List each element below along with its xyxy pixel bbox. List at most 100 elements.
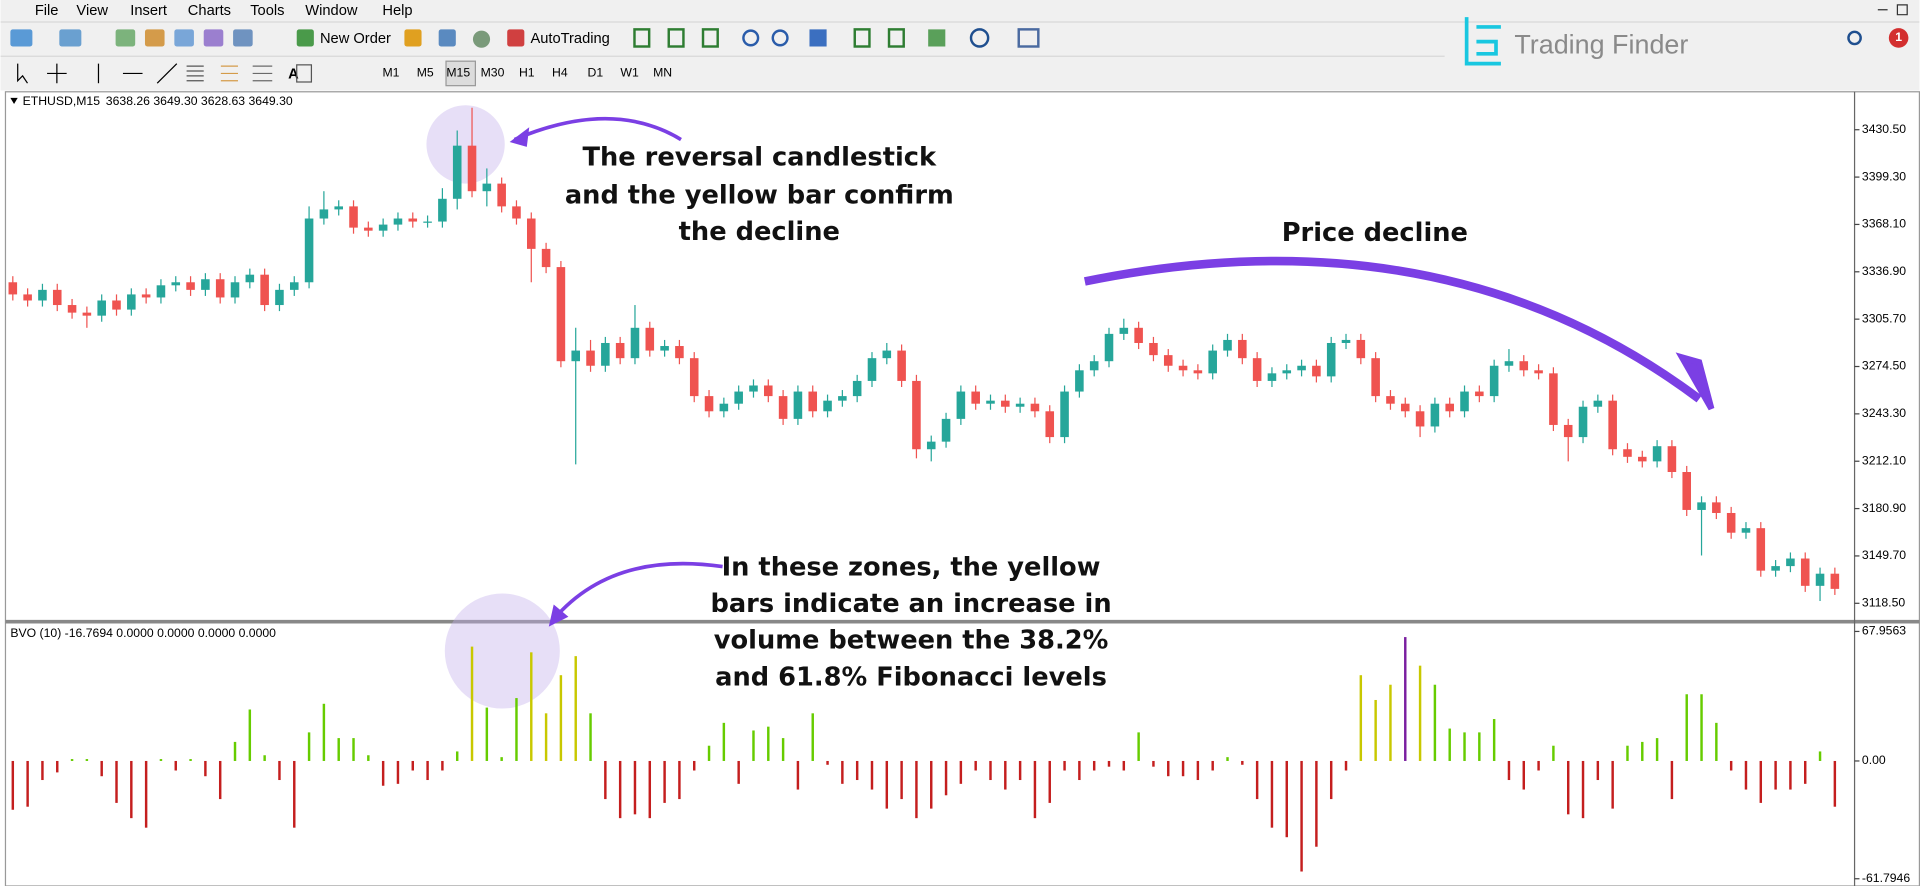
icon[interactable]	[1017, 28, 1040, 48]
menu-item[interactable]: Help	[382, 3, 412, 19]
icon[interactable]	[186, 65, 204, 82]
icon[interactable]	[10, 29, 33, 47]
candle-body	[245, 274, 255, 283]
icon[interactable]	[17, 63, 29, 84]
icon[interactable]	[156, 63, 178, 84]
volume-bar	[767, 726, 770, 761]
candle-body	[1638, 456, 1647, 462]
icon[interactable]	[203, 29, 224, 47]
chart-menu-triangle[interactable]	[10, 97, 18, 105]
volume-bar	[1804, 760, 1807, 784]
icon[interactable]	[296, 29, 314, 47]
volume-bar	[352, 738, 355, 761]
timeframe-button[interactable]: H4	[552, 66, 568, 80]
volume-bar	[826, 760, 829, 765]
timeframe-button[interactable]: H1	[519, 66, 535, 80]
volume-bar	[1404, 637, 1407, 761]
icon[interactable]	[701, 28, 719, 48]
volume-bar	[1655, 738, 1659, 761]
volume-bar	[367, 755, 370, 761]
icon[interactable]	[59, 29, 82, 47]
volume-bar	[648, 760, 652, 819]
icon[interactable]	[853, 28, 871, 48]
icon[interactable]	[928, 29, 946, 47]
volume-bar	[1507, 760, 1511, 781]
timeframe-button[interactable]: W1	[620, 66, 639, 80]
candle-body	[304, 218, 314, 283]
icon[interactable]	[742, 29, 760, 47]
timeframe-button[interactable]: M5	[417, 66, 434, 80]
new-order-button[interactable]: New Order	[320, 31, 391, 47]
icon[interactable]: A	[288, 67, 299, 83]
menu-item[interactable]: Insert	[130, 3, 167, 19]
icon[interactable]	[144, 29, 165, 47]
volume-bar	[189, 759, 192, 761]
candle-body	[586, 350, 595, 366]
icon[interactable]	[220, 65, 238, 82]
volume-bar	[1478, 732, 1481, 761]
volume-bar	[841, 760, 844, 784]
window-buttons[interactable]	[1877, 4, 1908, 16]
timeframe-button[interactable]: M30	[481, 66, 505, 80]
candle-body	[1608, 400, 1617, 450]
icon[interactable]	[296, 64, 313, 83]
candle-body	[1193, 370, 1203, 374]
icon[interactable]	[472, 30, 491, 48]
candle-body	[215, 279, 225, 298]
candle-body	[1312, 365, 1321, 377]
icon[interactable]	[887, 28, 905, 48]
candle-body	[1267, 373, 1277, 381]
menu-item[interactable]: View	[76, 3, 108, 19]
timeframe-button[interactable]: D1	[588, 66, 604, 80]
icon[interactable]	[771, 29, 789, 47]
icon[interactable]	[438, 29, 456, 47]
candle-body	[1430, 403, 1440, 427]
candle-body	[971, 391, 980, 404]
timeframe-button[interactable]: M1	[382, 66, 399, 80]
volume-bar	[1078, 760, 1081, 781]
volume-bar	[70, 759, 74, 761]
timeframe-button[interactable]: MN	[653, 66, 672, 80]
candle-body	[1563, 424, 1573, 438]
volume-bar	[293, 760, 296, 828]
icon[interactable]	[47, 63, 67, 84]
notification-badge[interactable]	[1888, 28, 1909, 48]
icon[interactable]	[507, 29, 525, 47]
annotation: volume between the 38.2%	[714, 626, 1109, 656]
icon[interactable]	[667, 28, 685, 48]
volume-bar	[248, 709, 252, 761]
volume-bar	[989, 760, 992, 781]
icon[interactable]	[174, 29, 194, 47]
menu-item[interactable]: File	[35, 3, 59, 19]
candle-body	[82, 312, 92, 316]
autotrading-button[interactable]: AutoTrading	[530, 31, 609, 47]
menu-item[interactable]: Charts	[188, 3, 231, 19]
volume-bar	[1537, 760, 1540, 771]
icon[interactable]	[115, 29, 136, 47]
icon[interactable]	[404, 29, 422, 47]
icon[interactable]	[252, 65, 273, 82]
menu-item[interactable]: Window	[305, 3, 358, 19]
candle-body	[1460, 391, 1469, 412]
icon[interactable]	[233, 29, 253, 47]
y-tick-label: 3118.50	[1862, 596, 1905, 610]
candle-body	[1741, 528, 1751, 533]
menu-item[interactable]: Tools	[250, 3, 284, 19]
candle-body	[1519, 361, 1529, 371]
volume-bar	[1048, 760, 1051, 803]
icon[interactable]	[633, 28, 651, 48]
search-icon[interactable]	[1847, 30, 1862, 46]
timeframe-button[interactable]: M15	[446, 66, 470, 80]
candle-body	[171, 282, 181, 286]
annotation: the decline	[679, 217, 840, 247]
candle-body	[1119, 327, 1129, 334]
icon[interactable]	[809, 29, 827, 47]
volume-bar	[633, 760, 637, 815]
volume-bar	[1181, 760, 1185, 777]
icon[interactable]	[969, 28, 990, 48]
candle-body	[1549, 373, 1558, 425]
volume-bar	[1167, 760, 1170, 777]
candle-body	[1149, 342, 1158, 356]
volume-bar	[1122, 760, 1126, 771]
volume-bar	[1107, 760, 1111, 767]
